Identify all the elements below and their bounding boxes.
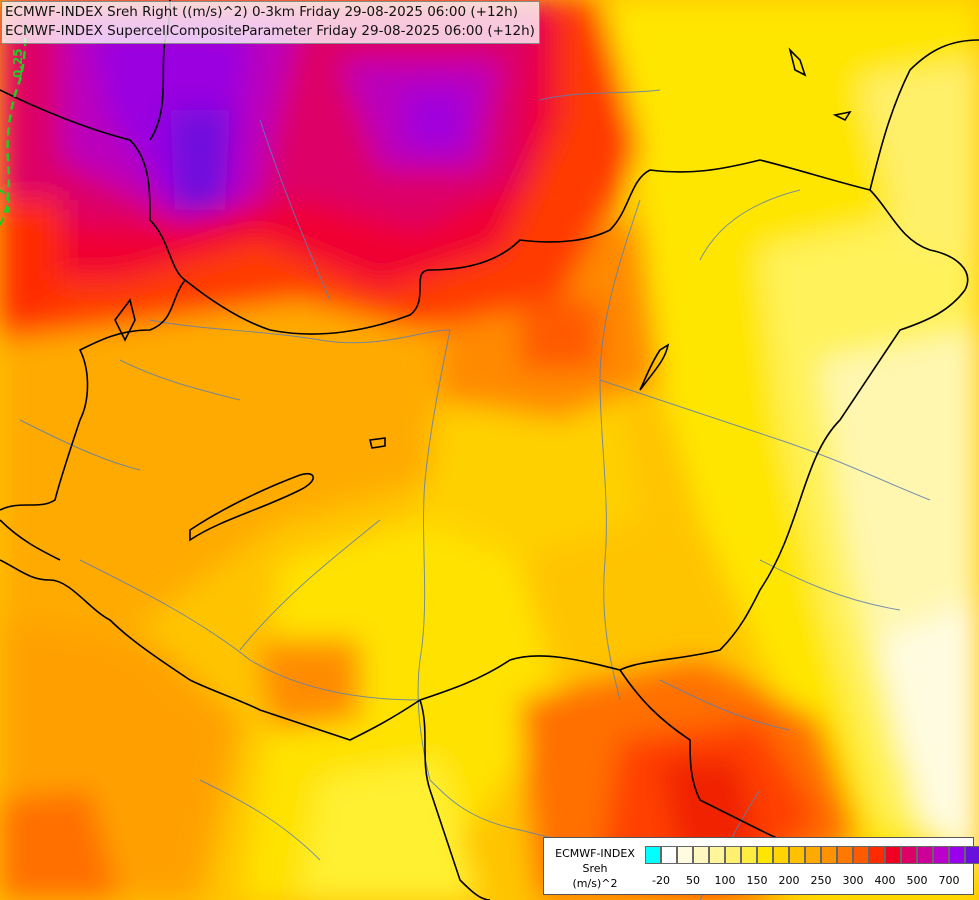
legend-tick-label: 200: [778, 874, 800, 887]
legend-swatch: [949, 846, 965, 864]
legend-title-source: ECMWF-INDEX: [555, 847, 635, 860]
legend-tick-label: 500: [906, 874, 928, 887]
legend-title: ECMWF-INDEX Sreh (m/s)^2: [547, 846, 643, 891]
title-line-sreh: ECMWF-INDEX Sreh Right ((m/s)^2) 0-3km F…: [5, 4, 518, 20]
legend-tick-label: 700: [938, 874, 960, 887]
contour-label: 0.25: [11, 48, 25, 78]
legend-swatch: [805, 846, 821, 864]
legend-tick-label: -20: [652, 874, 670, 887]
legend-tick-label: 300: [842, 874, 864, 887]
legend-tick-label: 100: [714, 874, 736, 887]
legend-swatch: [821, 846, 837, 864]
legend-swatch: [901, 846, 917, 864]
legend-swatch: [917, 846, 933, 864]
legend-swatch: [693, 846, 709, 864]
title-line-scp: ECMWF-INDEX SupercellCompositeParameter …: [5, 23, 535, 39]
legend-swatch: [741, 846, 757, 864]
legend-tick-label: 50: [686, 874, 700, 887]
legend-swatch: [853, 846, 869, 864]
legend-swatch: [869, 846, 885, 864]
legend-swatch: [773, 846, 789, 864]
legend-swatch: [789, 846, 805, 864]
legend-swatch: [933, 846, 949, 864]
legend-swatches: [645, 846, 979, 864]
legend-swatch: [677, 846, 693, 864]
legend-swatch: [725, 846, 741, 864]
legend-tick-label: 150: [746, 874, 768, 887]
legend-swatch: [645, 846, 661, 864]
color-legend: ECMWF-INDEX Sreh (m/s)^2 -20 50 100 150 200 2…: [543, 837, 979, 895]
legend-swatch: [709, 846, 725, 864]
legend-title-unit: (m/s)^2: [572, 877, 618, 890]
legend-swatch: [885, 846, 901, 864]
legend-swatch: [837, 846, 853, 864]
legend-swatch: [757, 846, 773, 864]
legend-swatch: [661, 846, 677, 864]
scp-contour-line-small: [0, 188, 11, 216]
legend-tick-label: 250: [810, 874, 832, 887]
map-title-box: ECMWF-INDEX Sreh Right ((m/s)^2) 0-3km F…: [1, 1, 540, 44]
legend-tick-label: 400: [874, 874, 896, 887]
legend-swatch: [965, 846, 979, 864]
legend-title-param: Sreh: [582, 862, 608, 875]
